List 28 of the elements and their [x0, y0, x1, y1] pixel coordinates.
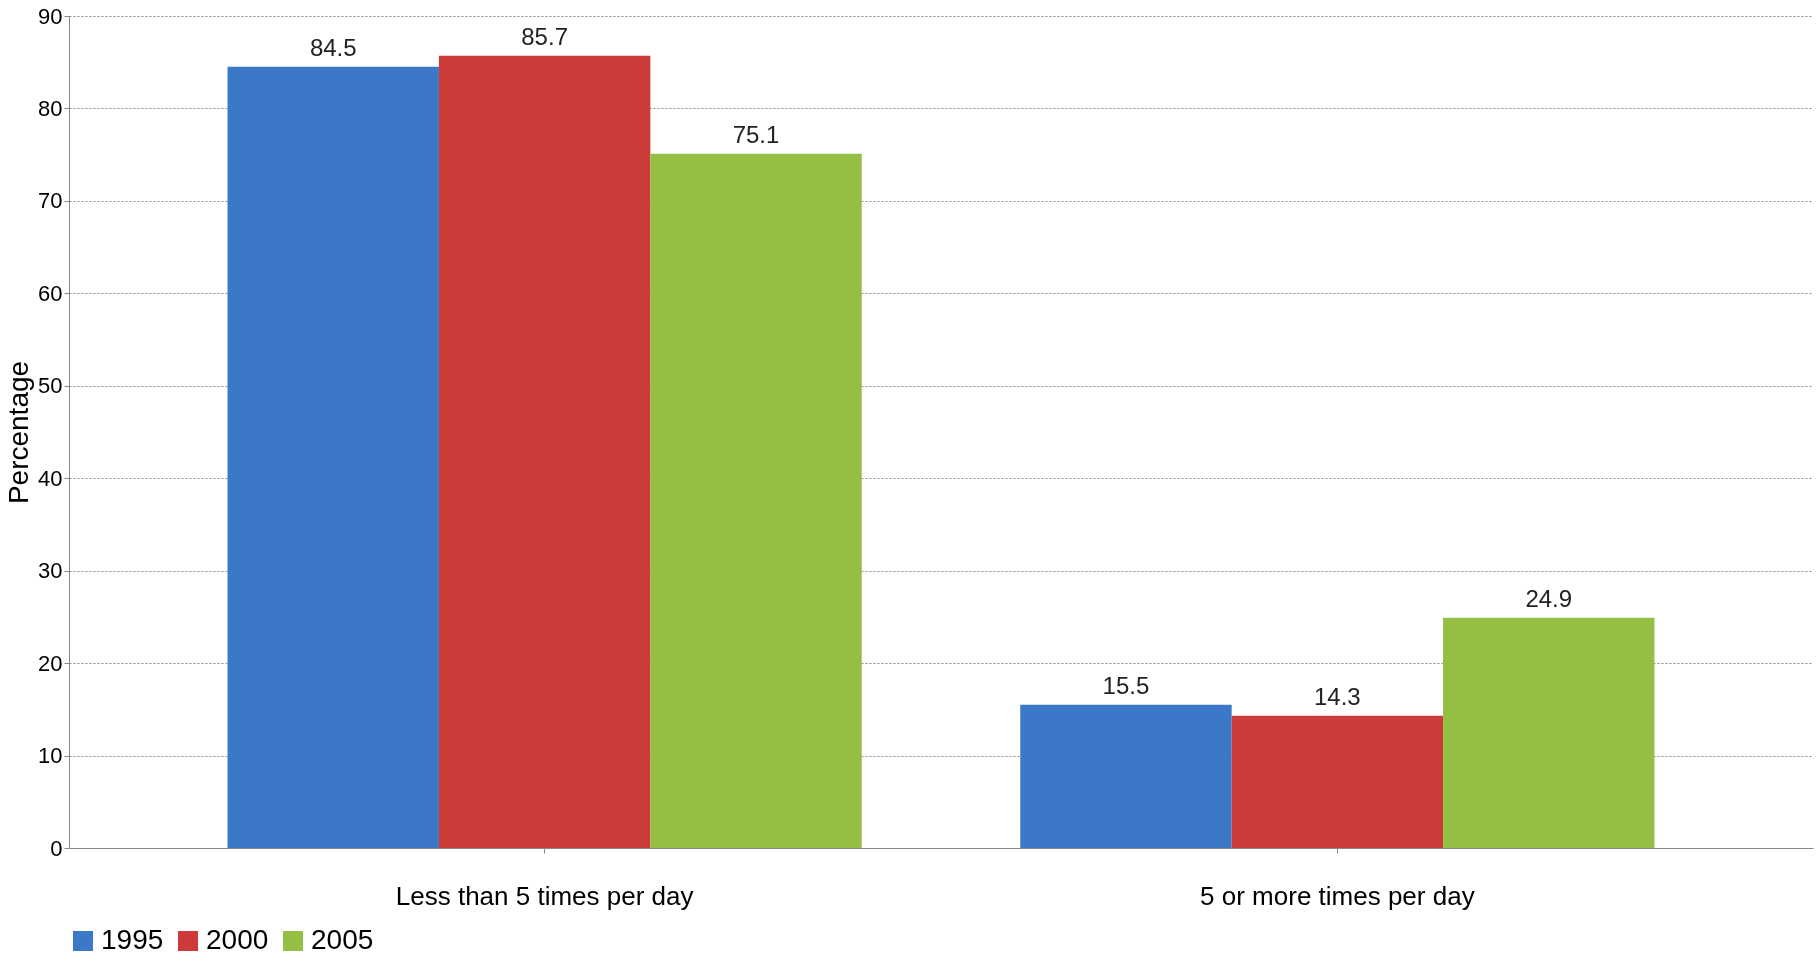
y-tick-label: 90	[38, 3, 63, 29]
bar	[227, 66, 439, 848]
y-tick-label: 60	[38, 280, 63, 306]
y-tick-label: 10	[38, 743, 63, 769]
y-tick-label: 40	[38, 465, 63, 491]
data-label: 85.7	[521, 22, 568, 50]
legend-label: 2005	[311, 924, 374, 955]
x-tick-label: 5 or more times per day	[1200, 880, 1475, 911]
y-axis-title: Percentage	[3, 360, 35, 505]
data-label: 14.3	[1314, 682, 1361, 710]
y-tick-label: 30	[38, 558, 63, 584]
y-tick-label: 0	[50, 835, 63, 861]
bar	[650, 153, 862, 848]
data-label: 24.9	[1525, 584, 1573, 612]
y-tick-label: 20	[38, 650, 63, 676]
bar	[1231, 715, 1444, 848]
data-label: 84.5	[309, 33, 357, 61]
bar	[1443, 617, 1655, 848]
data-label: 75.1	[732, 120, 780, 148]
y-tick-label: 80	[38, 95, 63, 121]
data-label: 15.5	[1102, 671, 1150, 699]
x-tick-label: Less than 5 times per day	[395, 880, 694, 911]
y-tick-label: 50	[38, 373, 63, 399]
legend-label: 1995	[101, 924, 164, 955]
bar	[438, 55, 651, 848]
legend-label: 2000	[206, 924, 269, 955]
bar	[1020, 704, 1232, 848]
y-tick-label: 70	[38, 188, 63, 214]
